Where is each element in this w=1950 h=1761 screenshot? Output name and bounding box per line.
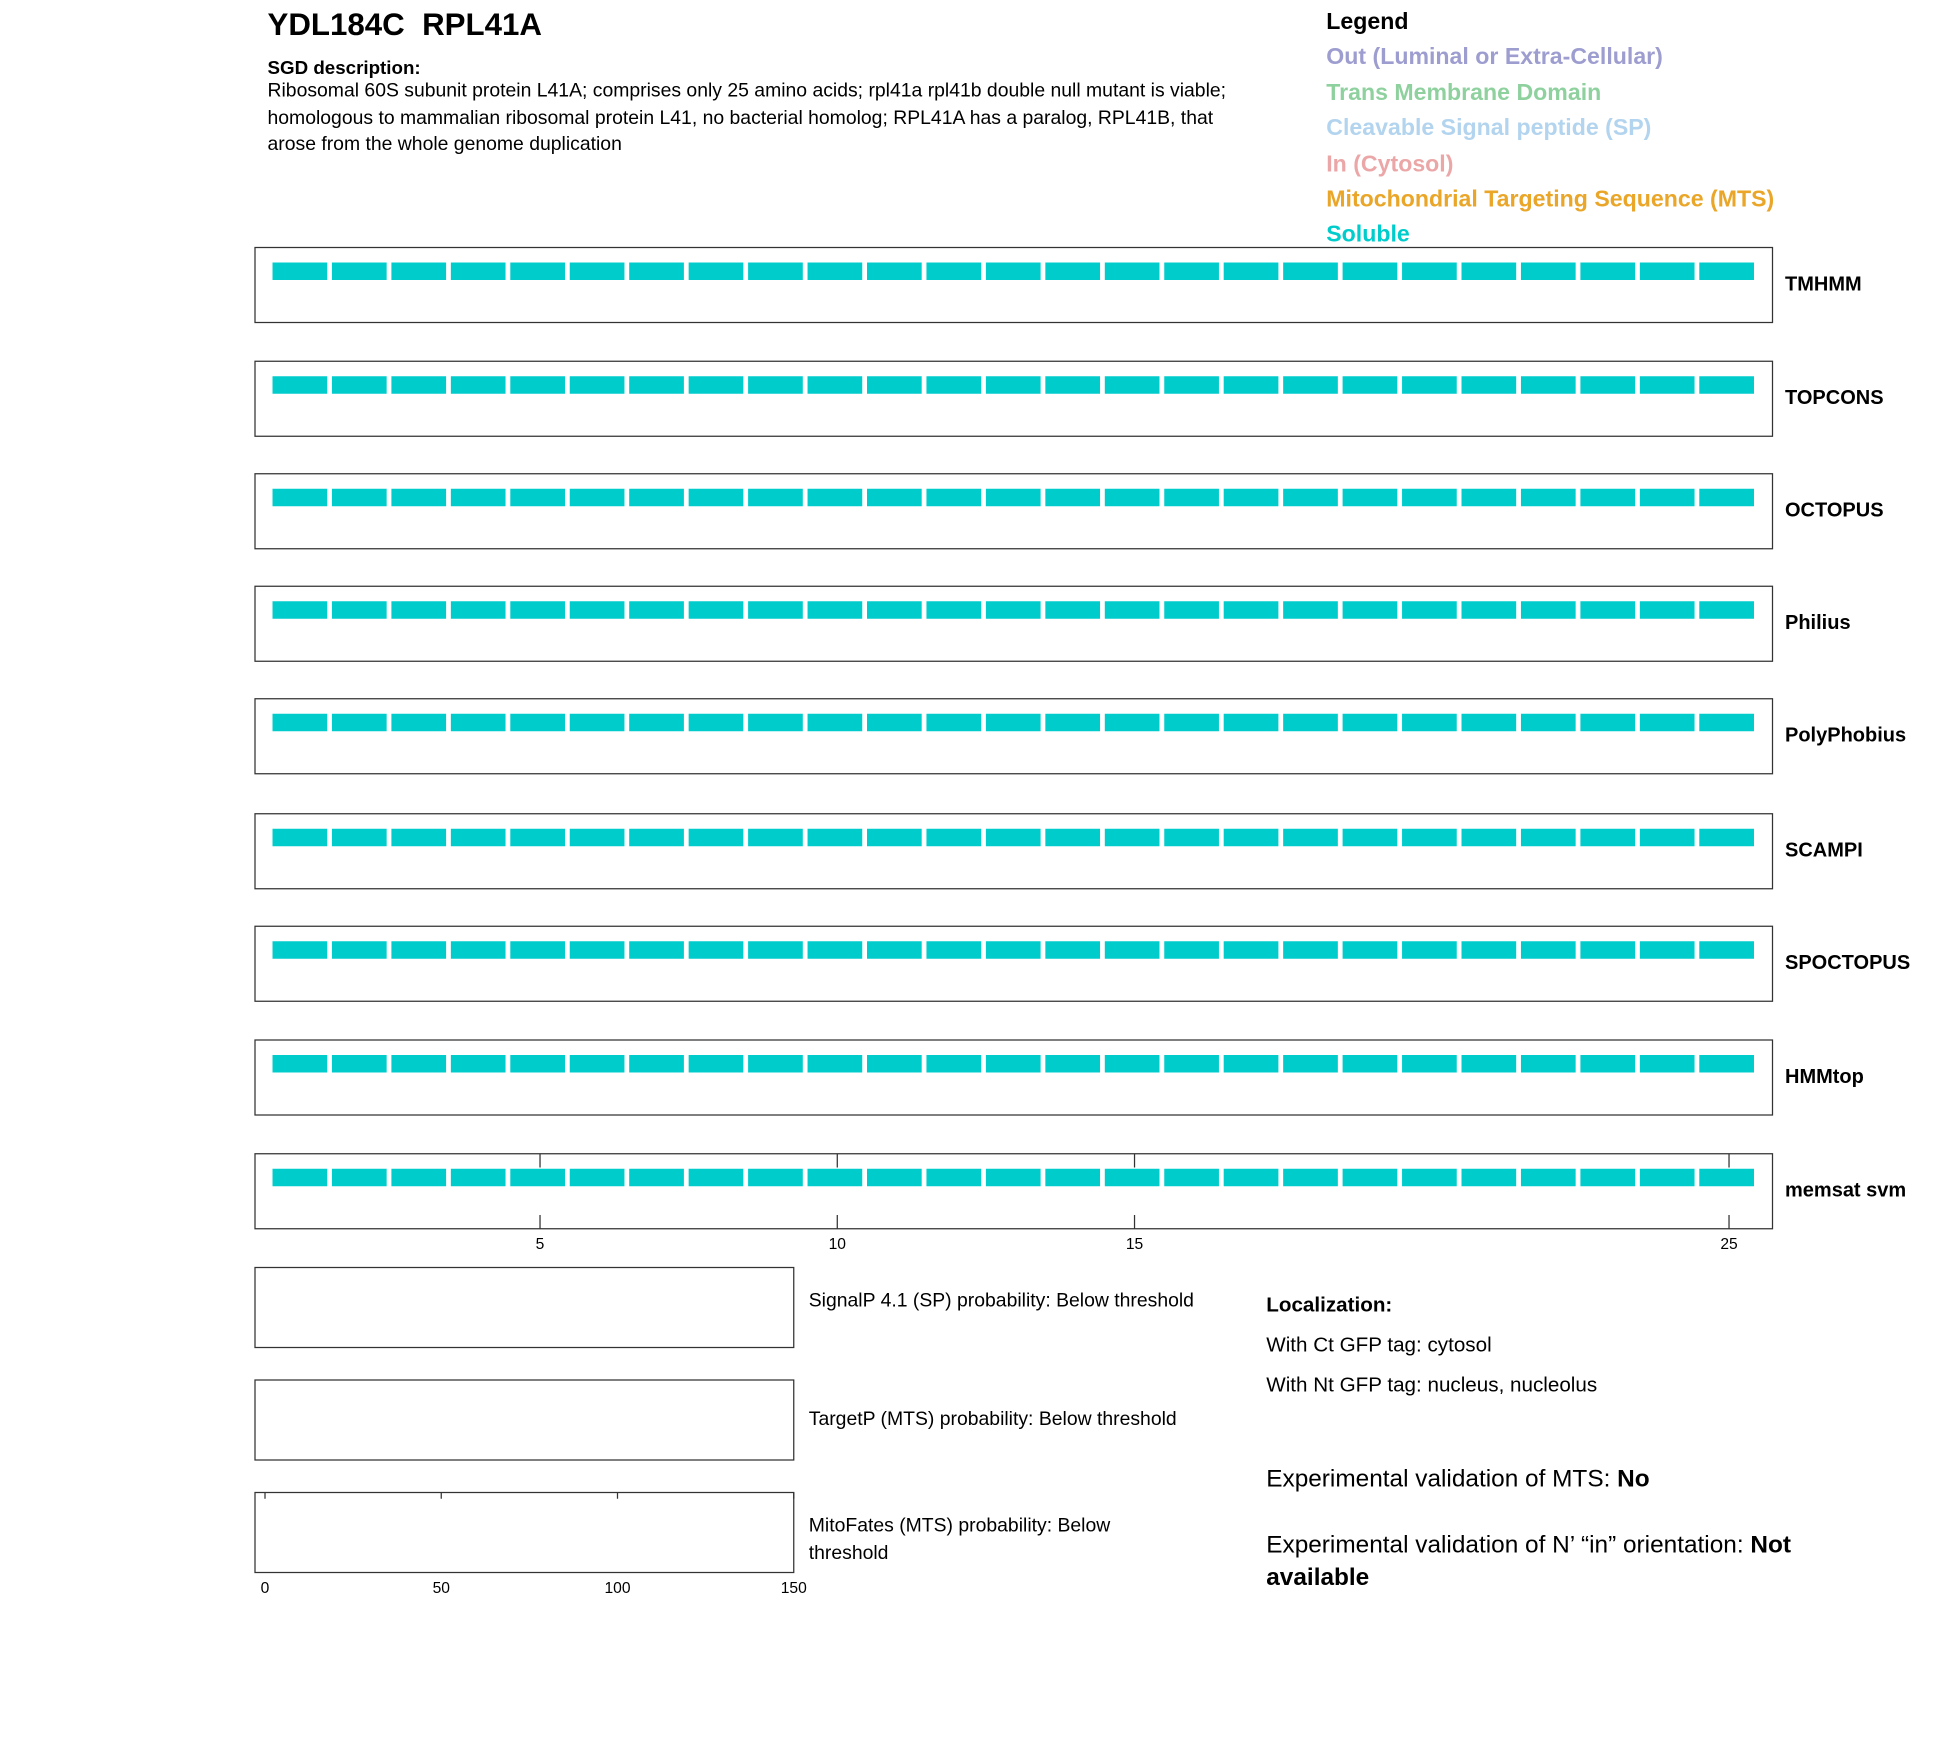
description-heading: SGD description:	[267, 57, 421, 79]
track-frame	[254, 698, 1774, 775]
localization: Localization: With Ct GFP tag: cytosol W…	[1266, 1285, 1891, 1405]
x-tick-label: 100	[604, 1580, 630, 1597]
legend-entry: Cleavable Signal peptide (SP)	[1326, 114, 1652, 141]
track-frame	[254, 473, 1774, 550]
panel-frame	[254, 1379, 795, 1461]
track-frame	[254, 246, 1774, 324]
legend-title: Legend	[1326, 7, 1409, 34]
track-label: SPOCTOPUS	[1785, 952, 1910, 974]
validation: Experimental validation of MTS: No	[1266, 1463, 1854, 1496]
track-label: SCAMPI	[1785, 840, 1863, 862]
track-label: memsat svm	[1785, 1180, 1906, 1202]
x-tick-label: 5	[536, 1236, 545, 1253]
validation: Experimental validation of N’ “in” orien…	[1266, 1529, 1854, 1594]
x-tick-label: 25	[1720, 1236, 1738, 1253]
track-label: TMHMM	[1785, 273, 1862, 295]
panel-frame	[254, 1491, 795, 1574]
panel-text: TargetP (MTS) probability: Below thresho…	[808, 1408, 1177, 1430]
panel-text: SignalP 4.1 (SP) probability: Below thre…	[808, 1290, 1194, 1312]
legend-entry: Mitochondrial Targeting Sequence (MTS)	[1326, 185, 1775, 212]
legend-entry: In (Cytosol)	[1326, 149, 1454, 176]
x-tick-label: 50	[433, 1580, 451, 1597]
validation-label: Experimental validation of MTS:	[1266, 1465, 1611, 1493]
validation-value: No	[1617, 1465, 1650, 1493]
track-label: HMMtop	[1785, 1066, 1864, 1088]
localization-line: With Nt GFP tag: nucleus, nucleolus	[1266, 1373, 1598, 1397]
x-tick-label: 150	[781, 1580, 807, 1597]
track-frame	[254, 360, 1774, 437]
x-tick-label: 10	[829, 1236, 847, 1253]
track-label: OCTOPUS	[1785, 500, 1884, 522]
x-tick-label: 0	[261, 1580, 270, 1597]
legend: Legend Out (Luminal or Extra-Cellular) Tr…	[1326, 4, 1774, 253]
legend-entry: Trans Membrane Domain	[1326, 78, 1602, 105]
description: Ribosomal 60S subunit protein L41A; comp…	[267, 80, 1227, 155]
panel-frame	[254, 1266, 795, 1349]
validation-label: Experimental validation of N’ “in” orien…	[1266, 1531, 1744, 1559]
title: YDL184C RPL41A	[267, 7, 542, 43]
legend-entry: Soluble	[1326, 220, 1410, 247]
track-frame	[254, 1153, 1774, 1230]
panel-text: MitoFates (MTS) probability: Below thres…	[808, 1515, 1111, 1564]
track-frame	[254, 585, 1774, 662]
localization-line: With Ct GFP tag: cytosol	[1266, 1333, 1492, 1357]
x-tick-label: 15	[1126, 1236, 1144, 1253]
validation-value: Not available	[1266, 1531, 1792, 1592]
localization-title: Localization:	[1266, 1293, 1393, 1317]
track-frame	[254, 813, 1774, 890]
track-label: TOPCONS	[1785, 387, 1884, 409]
track-frame	[254, 925, 1774, 1002]
track-label: PolyPhobius	[1785, 725, 1906, 747]
track-label: Philius	[1785, 612, 1851, 634]
legend-entry: Out (Luminal or Extra-Cellular)	[1326, 43, 1663, 70]
track-frame	[254, 1039, 1774, 1116]
